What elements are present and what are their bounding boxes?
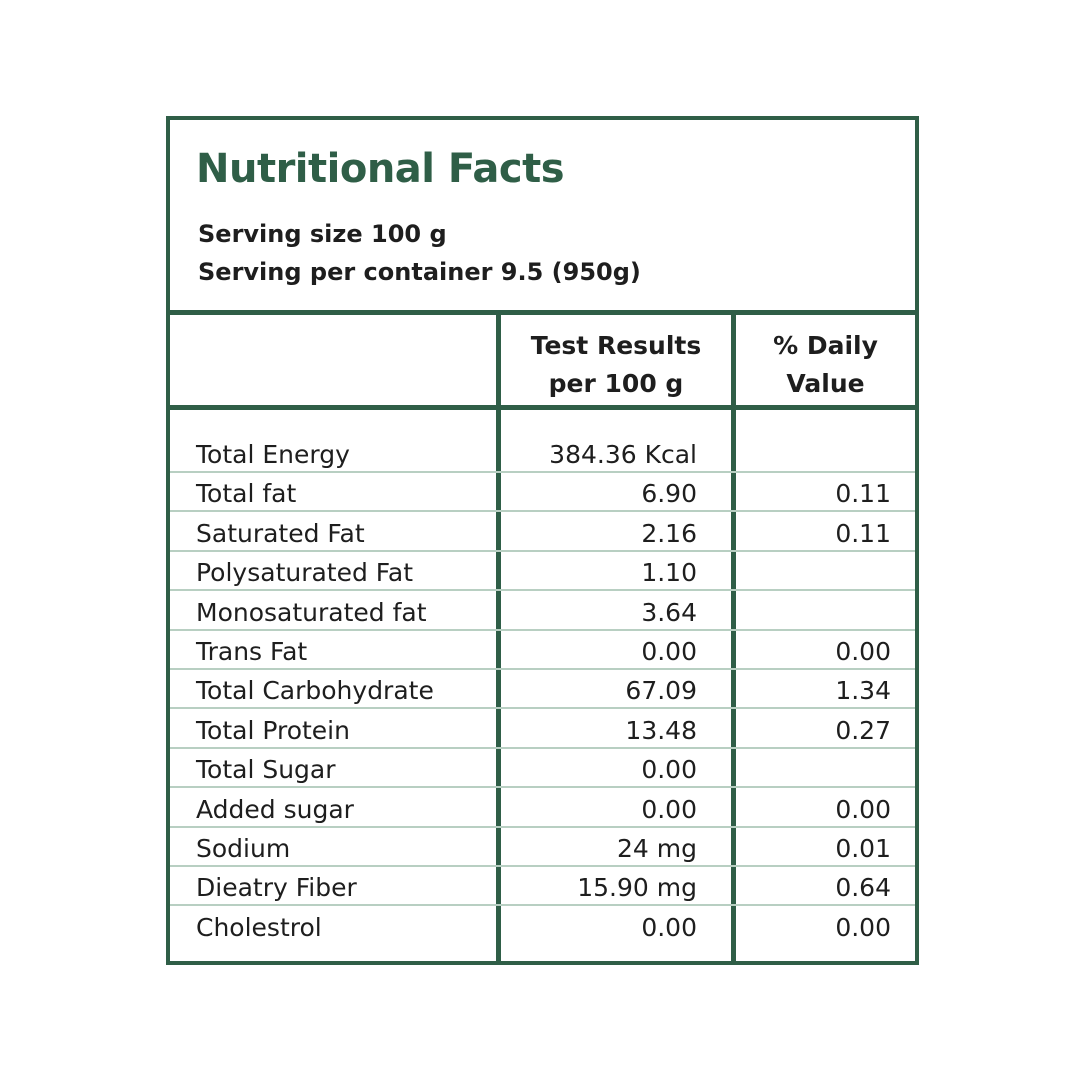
row-divider [170,471,915,473]
table-row: Total Protein 13.48 0.27 [170,709,915,749]
test-result-value: 0.00 [641,636,697,666]
test-result-value: 3.64 [641,597,697,627]
table-row: Polysaturated Fat 1.10 [170,552,915,592]
serving-per-container: Serving per container 9.5 (950g) [198,258,641,286]
nutrient-name: Polysaturated Fat [196,558,414,588]
test-result-value: 15.90 mg [577,873,697,903]
row-divider [170,825,915,828]
nutrient-name: Total Sugar [196,755,336,785]
test-result-value: 13.48 [625,715,697,745]
daily-value: 1.34 [835,676,891,706]
daily-value: 0.11 [835,518,891,548]
table-row: Cholestrol 0.00 0.00 [170,906,915,945]
nutrient-name: Saturated Fat [196,518,365,548]
row-divider [170,786,915,789]
daily-value: 0.27 [835,715,891,745]
nutrient-name: Total fat [196,479,297,509]
test-result-value: 67.09 [625,676,697,706]
nutrient-name: Trans Fat [196,636,308,666]
table-row: Added sugar 0.00 0.00 [170,788,915,828]
column-header-line: Test Results [530,331,702,360]
column-header-line: per 100 g [548,369,684,398]
row-divider [170,667,915,670]
table-row: Total fat 6.90 0.11 [170,473,915,513]
row-divider [170,510,915,513]
table-row: Trans Fat 0.00 0.00 [170,631,915,670]
daily-value: 0.00 [835,912,891,942]
panel-title: Nutritional Facts [196,146,565,192]
test-result-value: 384.36 Kcal [549,440,697,469]
nutrient-name: Cholestrol [196,912,322,942]
column-divider [496,315,501,961]
row-divider [170,589,915,592]
table-row: Total Energy 384.36 Kcal [170,415,915,473]
row-divider [170,628,915,631]
row-divider [170,904,915,907]
daily-value: 0.01 [835,833,891,863]
column-header-daily-value: % Daily Value [736,315,915,410]
test-result-value: 1.10 [641,558,697,588]
column-header-line: % Daily [773,331,878,360]
column-header-nutrient [170,315,496,410]
nutrient-name: Total Energy [196,440,350,469]
table-row: Dieatry Fiber 15.90 mg 0.64 [170,867,915,907]
daily-value: 0.11 [835,479,891,509]
row-divider [170,707,915,710]
nutrient-name: Sodium [196,833,291,863]
row-divider [170,864,915,867]
column-divider [731,315,736,961]
serving-size: Serving size 100 g [198,220,447,248]
nutrient-name: Added sugar [196,794,354,824]
test-result-value: 0.00 [641,755,697,785]
daily-value: 0.00 [835,636,891,666]
table-row: Sodium 24 mg 0.01 [170,828,915,867]
panel-header: Nutritional Facts Serving size 100 g Ser… [170,120,915,315]
test-result-value: 0.00 [641,794,697,824]
row-divider [170,746,915,749]
test-result-value: 0.00 [641,912,697,942]
column-header-test-results: Test Results per 100 g [501,315,731,410]
table-row: Total Carbohydrate 67.09 1.34 [170,670,915,710]
nutrient-name: Total Protein [196,715,350,745]
test-result-value: 2.16 [641,518,697,548]
row-divider [170,549,915,552]
nutrition-facts-panel: Nutritional Facts Serving size 100 g Ser… [166,116,919,965]
test-result-value: 6.90 [641,479,697,509]
table-row: Monosaturated fat 3.64 [170,591,915,631]
daily-value: 0.00 [835,794,891,824]
test-result-value: 24 mg [617,833,697,863]
nutrient-name: Total Carbohydrate [196,676,434,706]
table-row: Total Sugar 0.00 [170,749,915,789]
nutrient-name: Monosaturated fat [196,597,427,627]
table-row: Saturated Fat 2.16 0.11 [170,512,915,552]
daily-value: 0.64 [835,873,891,903]
nutrient-name: Dieatry Fiber [196,873,357,903]
column-header-line: Value [786,369,865,398]
